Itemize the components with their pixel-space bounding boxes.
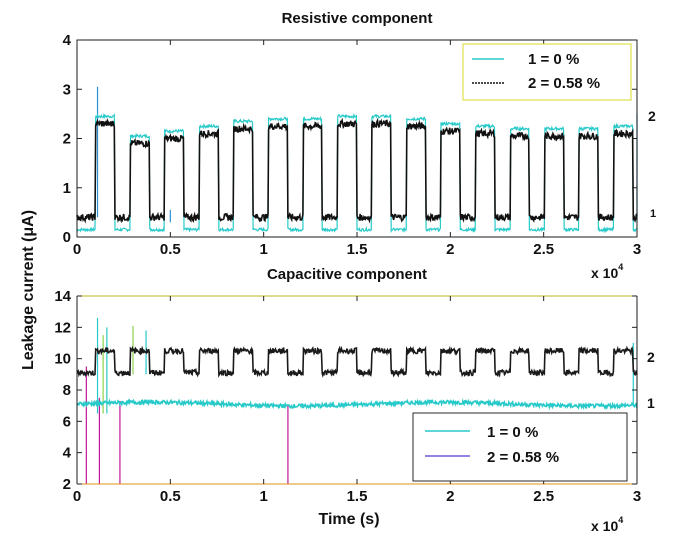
- capacitive-series-1-line: [76, 398, 638, 411]
- resistive-legend-label-2: 2 = 0.58 %: [528, 75, 600, 92]
- resistive-y-tick-label: 2: [63, 131, 71, 148]
- resistive-line-label-2: 2: [648, 108, 656, 124]
- capacitive-legend-label-1: 1 = 0 %: [487, 424, 538, 441]
- resistive-tick-group: 0 0.5 1 1.5 2 2.5 3 0 1 2 3 4: [63, 32, 642, 258]
- resistive-legend-label-1: 1 = 0 %: [528, 51, 579, 68]
- resistive-series-1-line: [76, 112, 638, 234]
- capacitive-legend-box: [412, 412, 628, 482]
- resistive-series-group: [76, 86, 638, 234]
- capacitive-tick-group: 0 0.5 1 1.5 2 2.5 3 2 4 6 8 10 12 14: [54, 288, 641, 505]
- resistive-x-tick-label: 1.5: [347, 241, 368, 258]
- resistive-x-tick-label: 1: [259, 241, 267, 258]
- capacitive-x-label: Time (s): [318, 511, 379, 528]
- capacitive-y-tick-label: 4: [63, 445, 72, 462]
- capacitive-x-multiplier: x 104: [591, 515, 623, 534]
- capacitive-x-tick-label: 0: [73, 488, 81, 505]
- resistive-series-2-line: [76, 117, 638, 224]
- resistive-y-tick-label: 1: [63, 180, 71, 197]
- capacitive-title: Capacitive component: [267, 266, 427, 283]
- resistive-legend-box: [462, 43, 632, 101]
- resistive-title: Resistive component: [282, 10, 433, 27]
- capacitive-series-2-line: [76, 345, 638, 378]
- resistive-x-multiplier-base: x 10: [591, 265, 618, 281]
- resistive-x-multiplier-exponent: 4: [618, 262, 623, 272]
- resistive-legend: 1 = 0 % 2 = 0.58 %: [462, 43, 632, 101]
- capacitive-y-tick-label: 2: [63, 476, 71, 493]
- capacitive-legend-label-2: 2 = 0.58 %: [487, 449, 559, 466]
- capacitive-line-label-2: 2: [647, 349, 655, 365]
- capacitive-x-tick-label: 1.5: [347, 488, 368, 505]
- resistive-y-tick-label: 3: [63, 81, 71, 98]
- resistive-x-tick-label: 2.5: [533, 241, 554, 258]
- capacitive-series-group: [76, 317, 638, 484]
- capacitive-x-tick-label: 2: [446, 488, 454, 505]
- capacitive-x-multiplier-exponent: 4: [618, 515, 623, 525]
- y-axis-label: Leakage current (μA): [20, 210, 37, 370]
- capacitive-line-label-1: 1: [647, 395, 655, 411]
- capacitive-legend: 1 = 0 % 2 = 0.58 %: [412, 412, 628, 482]
- resistive-x-tick-label: 0.5: [160, 241, 181, 258]
- capacitive-panel: Capacitive component 0 0.5 1 1.5 2 2.5 3 2 4 6 8 10…: [54, 266, 655, 534]
- capacitive-x-tick-label: 1: [259, 488, 267, 505]
- capacitive-y-tick-label: 14: [54, 288, 71, 305]
- capacitive-y-tick-label: 12: [54, 319, 71, 336]
- resistive-y-tick-label: 4: [63, 32, 72, 49]
- resistive-x-tick-label: 2: [446, 241, 454, 258]
- capacitive-y-tick-label: 8: [63, 382, 71, 399]
- resistive-x-multiplier: x 104: [591, 262, 623, 281]
- resistive-y-tick-label: 0: [63, 229, 71, 246]
- capacitive-y-tick-label: 6: [63, 413, 71, 430]
- capacitive-x-tick-label: 2.5: [533, 488, 554, 505]
- capacitive-x-tick-label: 0.5: [160, 488, 181, 505]
- resistive-line-label-1: 1: [650, 208, 656, 220]
- capacitive-x-tick-label: 3: [633, 488, 641, 505]
- capacitive-y-tick-label: 10: [54, 351, 71, 368]
- resistive-x-tick-label: 3: [633, 241, 641, 258]
- capacitive-x-multiplier-base: x 10: [591, 518, 618, 534]
- resistive-x-tick-label: 0: [73, 241, 81, 258]
